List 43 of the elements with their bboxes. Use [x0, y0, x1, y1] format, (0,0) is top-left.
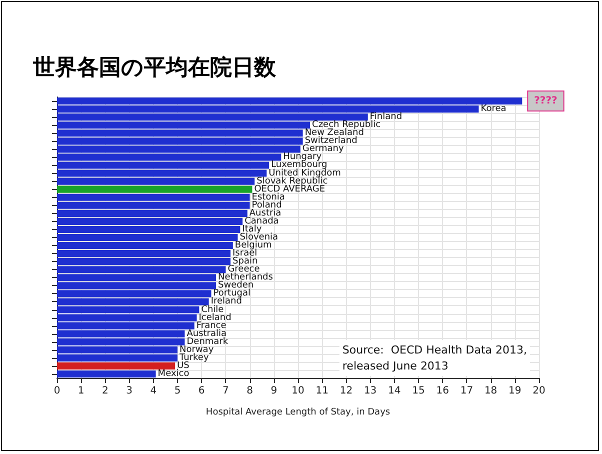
y-tick-label: US — [177, 360, 190, 371]
x-tick-label: 4 — [150, 386, 157, 396]
y-tick-label: Portugal — [213, 288, 251, 299]
x-tick-label: 2 — [102, 386, 108, 396]
x-tick-label: 15 — [412, 386, 425, 396]
x-tick-label: 7 — [222, 386, 229, 396]
y-tick-label: Luxembourg — [271, 160, 328, 170]
y-tick-label: United Kingdom — [268, 168, 341, 178]
x-tick-label: 11 — [316, 386, 328, 396]
x-tick-label: 12 — [340, 386, 353, 396]
x-tick-label: 5 — [174, 386, 181, 396]
x-tick-label: 13 — [364, 386, 377, 396]
y-tick-label: Germany — [302, 144, 344, 154]
y-tick-label: Turkey — [178, 352, 210, 363]
x-tick-label: 1 — [78, 386, 84, 396]
y-tick-label: Korea — [480, 104, 506, 114]
x-axis-title: Hospital Average Length of Stay, in Days — [206, 408, 390, 418]
bar — [57, 186, 252, 193]
x-tick-label: 19 — [508, 386, 522, 396]
bar — [57, 362, 176, 370]
x-tick-label: 8 — [246, 386, 253, 396]
x-tick-label: 9 — [270, 386, 278, 396]
annotation: Source: OECD Health Data 2013, released June 2013 — [342, 344, 528, 372]
x-tick-label: 3 — [126, 386, 132, 396]
y-tick-label: ???? — [534, 96, 558, 107]
y-tick-label: Iceland — [198, 312, 232, 323]
x-tick-label: 16 — [436, 386, 449, 396]
y-tick-label: Mexico — [158, 368, 190, 379]
x-tick-label: 10 — [292, 386, 304, 396]
y-tick-label: Norway — [180, 344, 214, 355]
x-tick-label: 20 — [532, 386, 546, 396]
x-tick-label: 14 — [388, 386, 401, 396]
x-tick-label: 6 — [198, 386, 205, 396]
x-tick-label: 17 — [460, 386, 474, 396]
bar — [57, 370, 156, 378]
y-tick-label: Belgium — [234, 240, 272, 251]
y-tick-label: Denmark — [186, 336, 229, 347]
chart-title: 世界各国の平均在院日数 — [32, 56, 277, 80]
x-tick-label: 0 — [54, 386, 60, 396]
y-tick-label: Chile — [201, 304, 224, 315]
y-tick-label: Italy — [242, 224, 262, 234]
y-tick-label: Hungary — [283, 152, 322, 162]
x-tick-label: 18 — [484, 386, 498, 396]
